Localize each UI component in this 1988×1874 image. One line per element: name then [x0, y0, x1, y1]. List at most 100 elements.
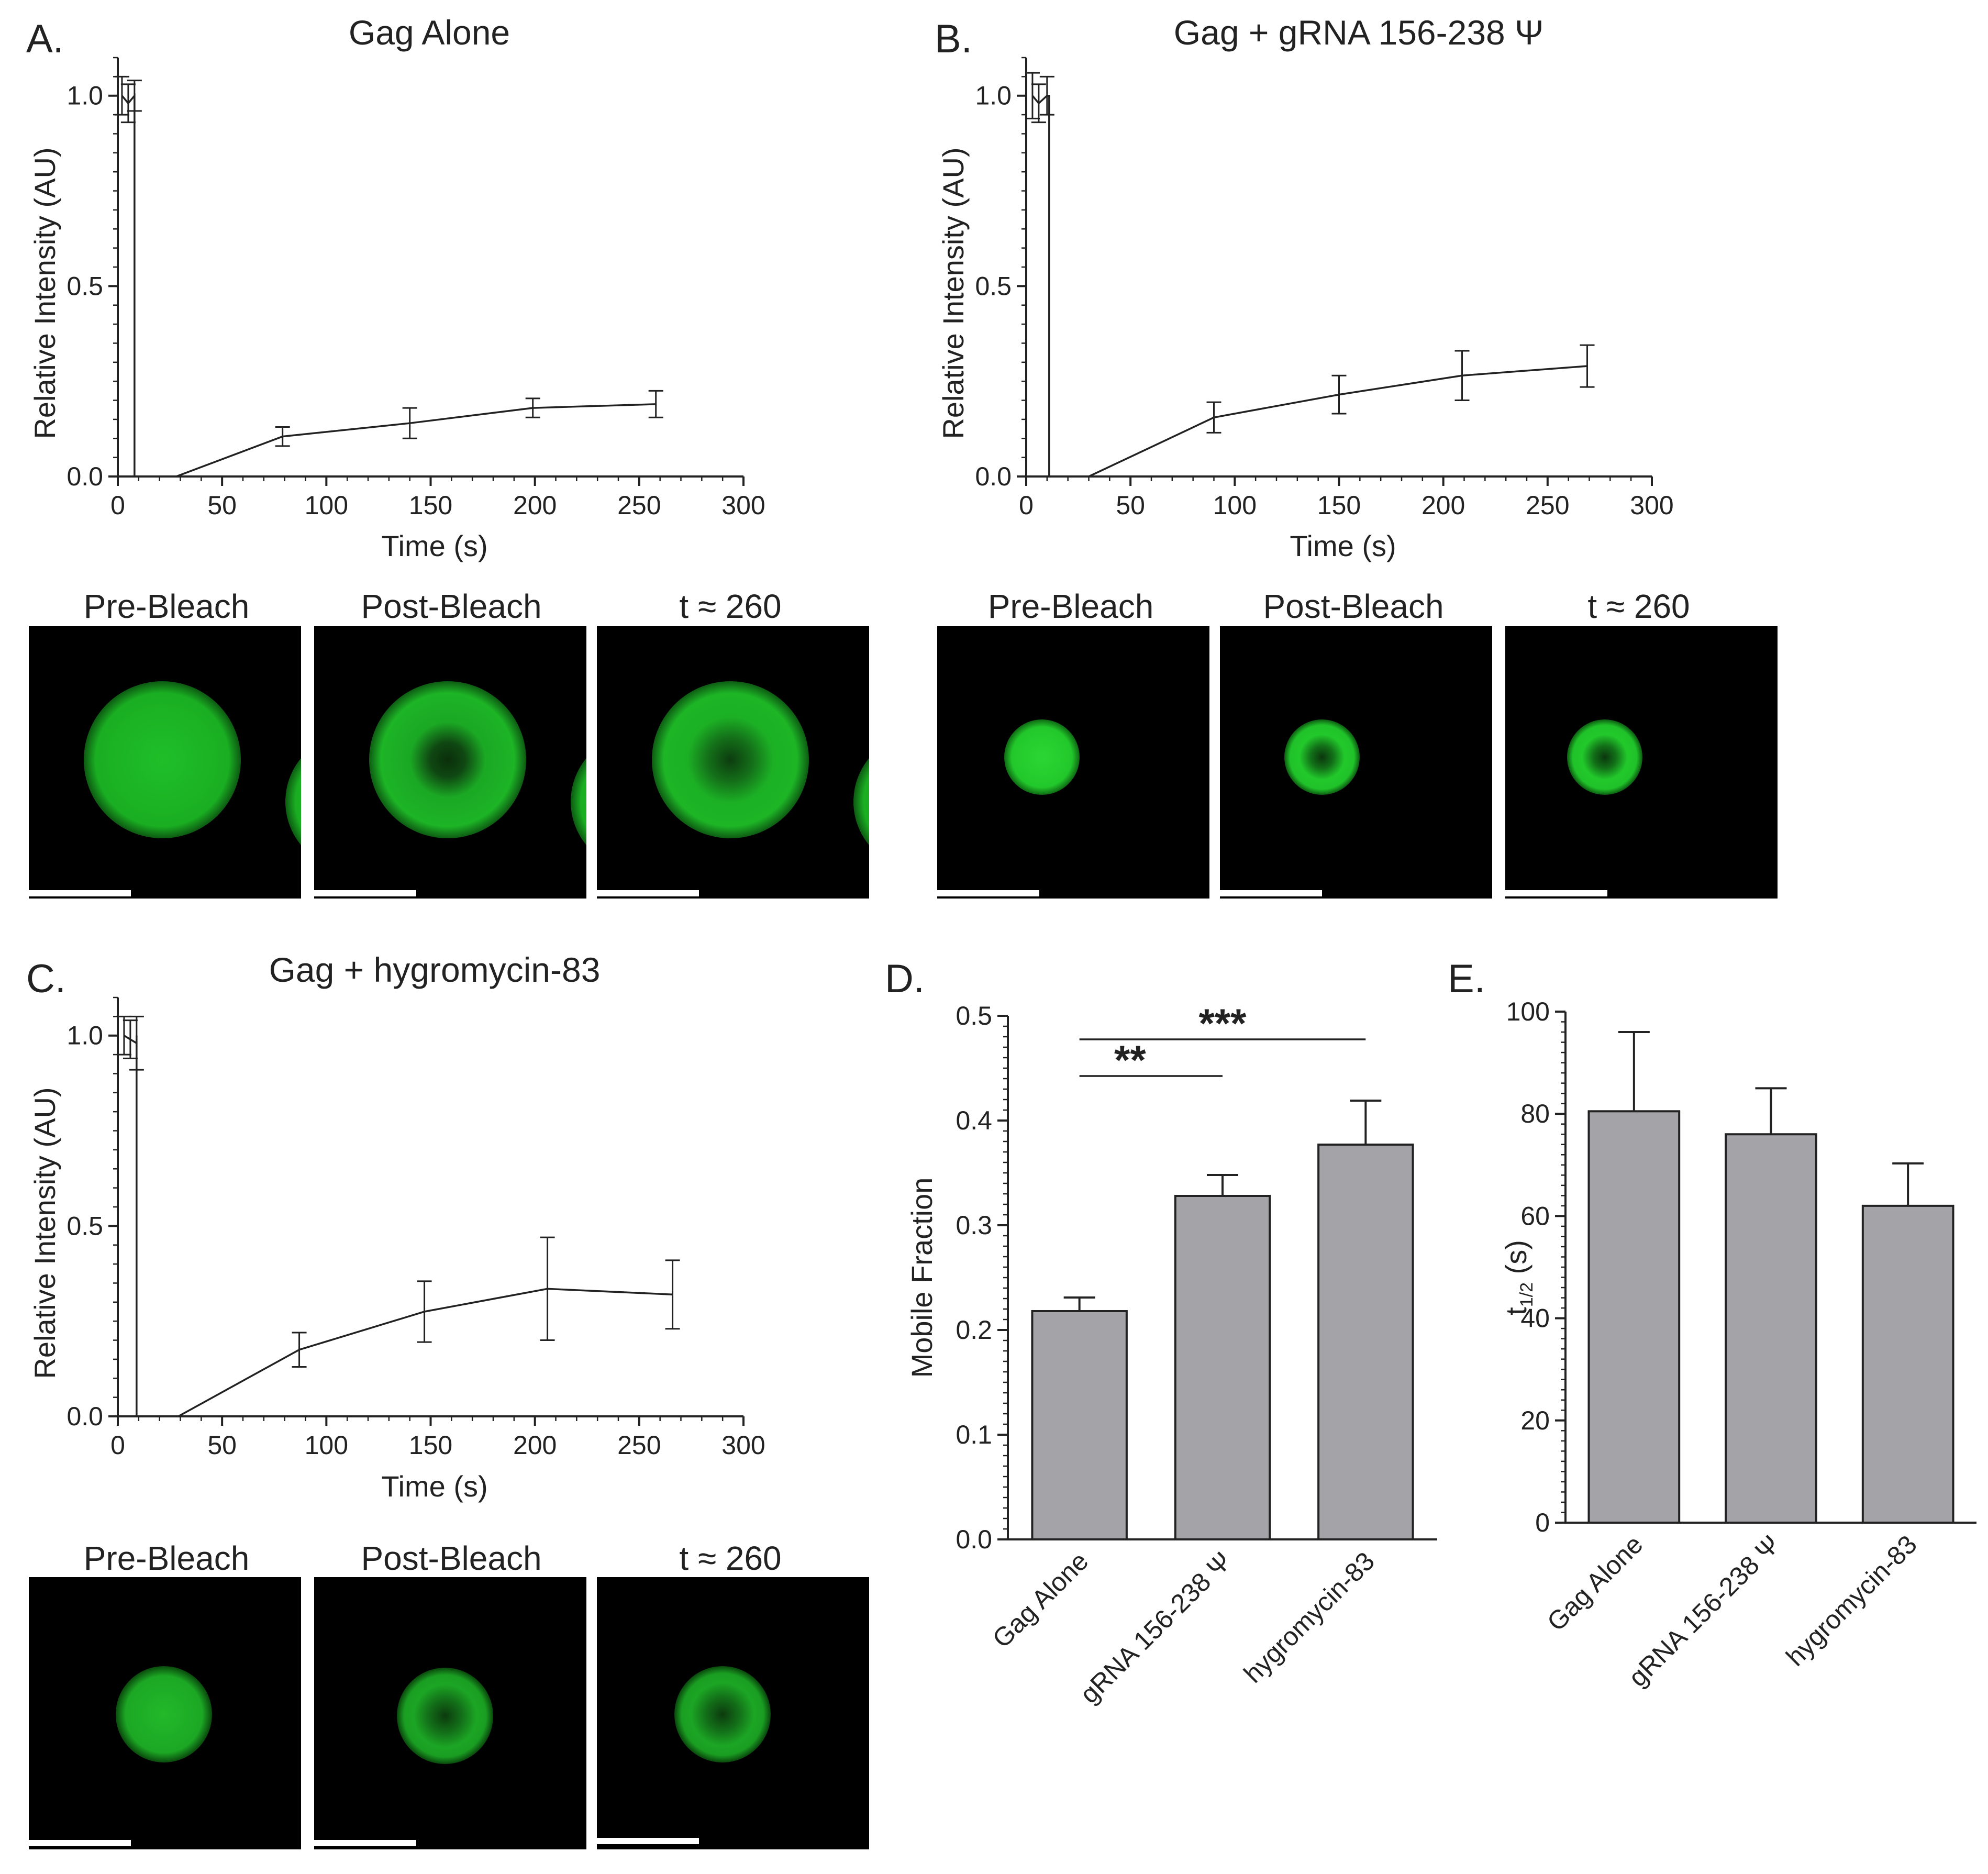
- panel-c-title: Gag + hygromycin-83: [269, 950, 601, 989]
- x-tick-label: gRNA 156-238 Ψ: [1623, 1529, 1785, 1692]
- error-bar: [1618, 1031, 1650, 1112]
- panel-b: B. Gag + gRNA 156-238 Ψ Relative Intensi…: [935, 13, 1778, 899]
- image-label-pre-bleach: Pre-Bleach: [84, 587, 250, 625]
- error-bar: [1039, 75, 1054, 116]
- error-bar: [1454, 350, 1470, 402]
- y-tick-label: 0.5: [66, 1211, 103, 1240]
- error-bar: [114, 75, 129, 116]
- scale-bar: [29, 1840, 131, 1846]
- error-bar: [116, 1015, 131, 1056]
- micrograph-t260: [1505, 626, 1778, 899]
- x-tick-label: 300: [1630, 491, 1673, 520]
- scale-bar: [937, 890, 1039, 896]
- x-tick-label: 50: [1116, 491, 1145, 520]
- error-bar: [1031, 83, 1046, 124]
- y-tick-label: 0.0: [975, 462, 1012, 491]
- x-tick-label: 0: [110, 491, 125, 520]
- error-bar: [1892, 1162, 1924, 1206]
- panel-c-letter: C.: [26, 957, 66, 1001]
- error-bar: [1207, 1174, 1238, 1196]
- x-tick-label: Gag Alone: [1541, 1529, 1649, 1637]
- x-tick-label: 150: [409, 1431, 452, 1460]
- x-tick-label: 150: [1317, 491, 1361, 520]
- y-tick-label: 0.5: [975, 271, 1012, 301]
- y-tick-label: 0.0: [66, 462, 103, 491]
- panel-a-ylabel: Relative Intensity (AU): [28, 147, 61, 439]
- micrograph-t260: [597, 626, 869, 899]
- x-tick-label: hygromycin-83: [1238, 1546, 1380, 1688]
- error-bar: [123, 1019, 138, 1059]
- x-tick-label: 50: [207, 1431, 237, 1460]
- error-bar: [648, 390, 663, 418]
- panel-b-ylabel: Relative Intensity (AU): [937, 147, 970, 439]
- panel-e-ylabel: t1/2 (s): [1500, 1240, 1537, 1315]
- panel-e-ylabel-main: t: [1500, 1307, 1532, 1315]
- significance-bracket: ***: [1079, 1000, 1366, 1046]
- significance-label: **: [1114, 1037, 1146, 1083]
- y-tick-label: 80: [1520, 1099, 1550, 1128]
- plot-c: 0 50 100 150 200 250 300 0.0 0.5 1.0: [66, 996, 765, 1460]
- x-tick-label: 150: [409, 491, 452, 520]
- y-tick-label: 0.0: [66, 1402, 103, 1431]
- x-tick-label: 300: [721, 491, 765, 520]
- y-tick-label: 0.5: [956, 1001, 992, 1030]
- image-label-pre-bleach: Pre-Bleach: [84, 1539, 250, 1577]
- panel-a-xlabel: Time (s): [381, 529, 487, 562]
- panel-a-title: Gag Alone: [349, 13, 510, 52]
- bar: [1587, 1110, 1681, 1524]
- panel-a: A. Gag Alone Relative Intensity (AU) Tim…: [26, 13, 869, 899]
- scale-bar: [314, 890, 416, 896]
- scale-bar: [29, 890, 131, 896]
- panel-c-xlabel: Time (s): [381, 1470, 487, 1503]
- significance-label: ***: [1198, 1000, 1247, 1046]
- x-tick-label: 100: [1213, 491, 1257, 520]
- x-tick-label: Gag Alone: [987, 1546, 1094, 1654]
- image-label-t260: t ≈ 260: [679, 1539, 781, 1577]
- y-tick-label: 20: [1520, 1406, 1550, 1435]
- y-tick-label: 1.0: [66, 81, 103, 110]
- x-tick-label: 250: [1526, 491, 1569, 520]
- scale-bar: [314, 1840, 416, 1846]
- error-bar: [127, 80, 142, 112]
- error-bar: [1063, 1296, 1095, 1311]
- bar: [1174, 1195, 1271, 1540]
- plot-a: 0 50 100 150 200 250 300 0.0 0.5 1.0: [66, 57, 765, 520]
- panel-d: D. Mobile Fraction 0.0 0.1 0.2 0.3 0.4 0.5 Gag…: [885, 957, 1437, 1709]
- image-strip-b: Pre-Bleach Post-Bleach t ≈ 260: [937, 587, 1778, 899]
- image-strip-c: Pre-Bleach Post-Bleach t ≈ 260: [29, 1539, 869, 1849]
- x-tick-label: 250: [617, 1431, 661, 1460]
- y-tick-label: 0.5: [66, 271, 103, 301]
- micrograph-post-bleach: [1220, 626, 1492, 899]
- error-bar: [402, 407, 417, 439]
- y-tick-label: 0.2: [956, 1315, 992, 1345]
- panel-d-ylabel: Mobile Fraction: [905, 1178, 938, 1378]
- y-tick-label: 0.3: [956, 1211, 992, 1240]
- micrograph-post-bleach: [314, 626, 586, 899]
- bar: [1317, 1144, 1414, 1540]
- image-label-post-bleach: Post-Bleach: [1263, 587, 1443, 625]
- panel-b-xlabel: Time (s): [1290, 529, 1396, 562]
- significance-bracket: **: [1079, 1037, 1223, 1083]
- y-tick-label: 0: [1535, 1508, 1550, 1537]
- y-tick-label: 0.4: [956, 1106, 992, 1135]
- x-tick-label: 300: [721, 1431, 765, 1460]
- y-tick-label: 60: [1520, 1201, 1550, 1230]
- x-tick-label: gRNA 156-238 Ψ: [1074, 1546, 1237, 1709]
- image-strip-a: Pre-Bleach Post-Bleach t ≈ 260: [29, 587, 869, 899]
- x-tick-label: 0: [1019, 491, 1034, 520]
- panel-c: C. Gag + hygromycin-83 Relative Intensit…: [26, 950, 869, 1849]
- error-bar: [275, 426, 290, 447]
- scale-bar: [1505, 890, 1607, 896]
- micrograph-t260: [597, 1577, 869, 1849]
- micrograph-pre-bleach: [29, 626, 301, 899]
- y-tick-label: 100: [1506, 997, 1550, 1026]
- x-tick-label: 200: [513, 1431, 557, 1460]
- panel-b-letter: B.: [935, 17, 972, 61]
- error-bar: [292, 1332, 307, 1368]
- y-tick-label: 0.0: [956, 1525, 992, 1554]
- image-label-post-bleach: Post-Bleach: [361, 1539, 541, 1577]
